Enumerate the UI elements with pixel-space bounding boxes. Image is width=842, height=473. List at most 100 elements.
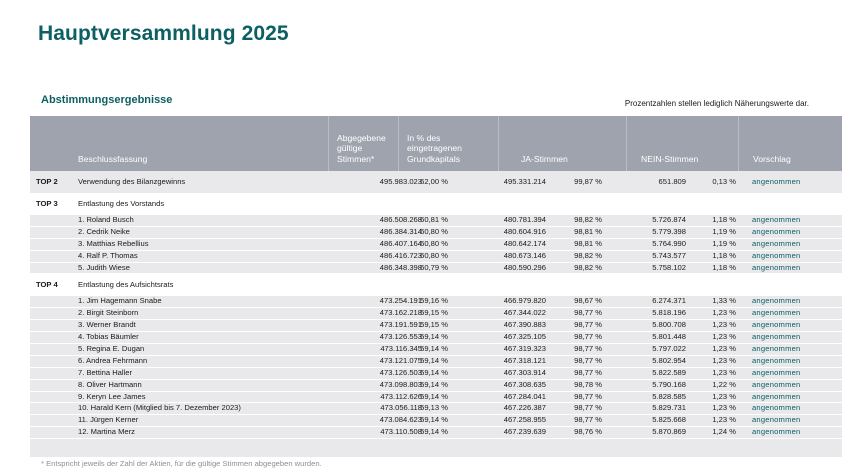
table-row: 2. Cedrik Neike 486.384.314 60,80 % 480.604… (30, 226, 842, 238)
row-separator (30, 414, 842, 416)
yes-percent: 98,77 % (574, 320, 602, 330)
page-title: Hauptversammlung 2025 (38, 22, 289, 45)
table-footer-band (30, 439, 842, 458)
top2-row: TOP 2 Verwendung des Bilanzgewinns 495.9… (30, 171, 842, 193)
percent-share-capital: 60,80 % (420, 238, 448, 248)
table-row: 1. Roland Busch 486.508.268 60,81 % 480.781… (30, 215, 842, 226)
header-nein-stimmen: NEIN-Stimmen (641, 153, 699, 164)
no-votes: 5.758.102 (652, 262, 686, 272)
header-prozent-line3: Grundkapitals (407, 153, 461, 164)
person-name: 10. Harald Kern (Mitglied bis 7. Dezembe… (78, 403, 241, 413)
yes-votes: 495.331.214 (503, 177, 546, 186)
percent-share-capital: 59,15 % (420, 308, 448, 318)
yes-votes: 467.318.121 (503, 355, 546, 365)
valid-votes: 495.983.023 (379, 177, 422, 186)
row-separator (30, 402, 842, 404)
row-separator (30, 319, 842, 321)
header-beschlussfassung: Beschlussfassung (78, 153, 148, 164)
no-percent: 1,23 % (712, 403, 736, 413)
person-name: 12. Martina Merz (78, 427, 135, 437)
top4-rows: 1. Jim Hagemann Snabe 473.254.191 59,16 % 4… (30, 296, 842, 440)
section-title: Abstimmungsergebnisse (41, 94, 173, 106)
footnote: * Entspricht jeweils der Zahl der Aktien… (41, 459, 322, 468)
valid-votes: 473.191.591 (379, 320, 422, 330)
top-label: TOP 3 (36, 199, 58, 208)
header-prozent-grundkapital: In % des eingetragenen Grundkapitals (407, 133, 462, 165)
valid-votes: 473.126.503 (379, 367, 422, 377)
yes-votes: 480.590.296 (503, 262, 546, 272)
table-row: 6. Andrea Fehrmann 473.121.075 59,14 % 467.… (30, 355, 842, 367)
result-status: angenommen (752, 427, 801, 437)
table-row: 4. Ralf P. Thomas 486.416.723 60,80 % 480.6… (30, 250, 842, 262)
no-votes: 5.790.168 (652, 379, 686, 389)
row-separator (30, 237, 842, 239)
valid-votes: 473.056.118 (380, 403, 422, 413)
yes-votes: 466.979.820 (503, 296, 546, 306)
result-status: angenommen (752, 226, 801, 236)
row-separator (30, 261, 842, 263)
no-percent: 1,18 % (712, 250, 736, 260)
no-votes: 5.829.731 (652, 403, 686, 413)
no-votes: 6.274.371 (652, 296, 686, 306)
result-status: angenommen (752, 296, 801, 306)
table-row: 4. Tobias Bäumler 473.126.553 59,14 % 467.3… (30, 332, 842, 344)
no-votes: 5.870.869 (652, 427, 686, 437)
header-vorschlag: Vorschlag (753, 153, 791, 164)
result-status: angenommen (752, 250, 801, 260)
valid-votes: 486.416.723 (379, 250, 422, 260)
no-votes: 5.828.585 (652, 391, 686, 401)
header-abgegebene-line1: Abgegebene (337, 132, 386, 143)
no-percent: 1,19 % (712, 238, 736, 248)
person-name: 3. Matthias Rebellius (78, 238, 149, 248)
person-name: 7. Bettina Haller (78, 367, 133, 377)
row-separator (30, 390, 842, 392)
no-percent: 1,23 % (712, 391, 736, 401)
header-divider (738, 116, 739, 171)
yes-percent: 98,78 % (574, 379, 602, 389)
yes-votes: 480.642.174 (503, 238, 546, 248)
valid-votes: 486.348.398 (379, 262, 422, 272)
percent-share-capital: 60,80 % (420, 250, 448, 260)
yes-percent: 98,77 % (574, 344, 602, 354)
yes-percent: 98,82 % (574, 262, 602, 272)
table-row: 10. Harald Kern (Mitglied bis 7. Dezembe… (30, 403, 842, 415)
row-separator (30, 438, 842, 440)
row-separator (30, 354, 842, 356)
no-votes: 5.779.398 (652, 226, 686, 236)
valid-votes: 473.162.218 (379, 308, 422, 318)
row-separator (30, 366, 842, 368)
result-status: angenommen (752, 308, 801, 318)
valid-votes: 486.407.164 (379, 238, 422, 248)
header-divider (498, 116, 499, 171)
yes-votes: 467.258.955 (503, 415, 546, 425)
person-name: 9. Keryn Lee James (78, 391, 146, 401)
valid-votes: 473.126.553 (379, 332, 422, 342)
person-name: 4. Tobias Bäumler (78, 332, 139, 342)
row-separator (30, 426, 842, 428)
no-percent: 1,24 % (712, 427, 736, 437)
person-name: 4. Ralf P. Thomas (78, 250, 138, 260)
header-divider (398, 116, 399, 171)
result-status: angenommen (752, 177, 801, 186)
table-row: 11. Jürgen Kerner 473.084.623 59,14 % 467.2… (30, 415, 842, 427)
person-name: 11. Jürgen Kerner (78, 415, 139, 425)
row-separator (30, 331, 842, 333)
result-status: angenommen (752, 367, 801, 377)
no-percent: 1,23 % (712, 320, 736, 330)
percent-share-capital: 60,79 % (420, 262, 448, 272)
row-separator (30, 378, 842, 380)
header-divider (626, 116, 627, 171)
yes-votes: 467.226.387 (503, 403, 546, 413)
result-status: angenommen (752, 238, 801, 248)
valid-votes: 486.384.314 (379, 226, 422, 236)
no-percent: 1,23 % (712, 344, 736, 354)
no-percent: 1,23 % (712, 332, 736, 342)
yes-votes: 467.319.323 (503, 344, 546, 354)
valid-votes: 473.121.075 (379, 355, 422, 365)
row-separator (30, 273, 842, 275)
yes-percent: 98,81 % (574, 238, 602, 248)
person-name: 1. Jim Hagemann Snabe (78, 296, 162, 306)
row-separator (30, 307, 842, 309)
percent-share-capital: 59,14 % (420, 355, 448, 365)
table-row: 2. Birgit Steinborn 473.162.218 59,15 % 467… (30, 308, 842, 320)
